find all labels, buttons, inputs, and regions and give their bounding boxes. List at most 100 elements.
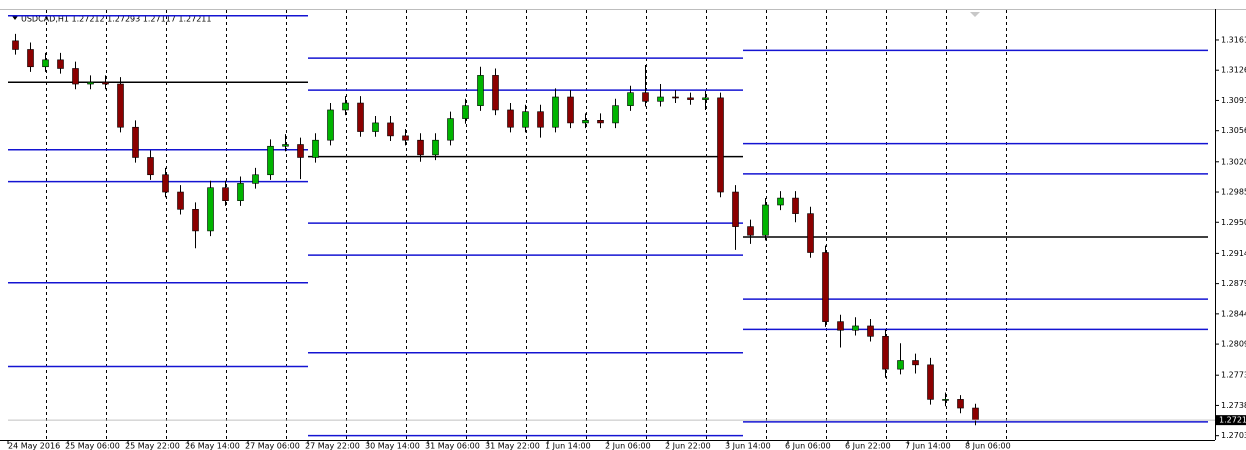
candle-body (822, 252, 829, 322)
y-tick-label: 1.2809 (1221, 340, 1246, 349)
candle-body (87, 82, 94, 85)
y-tick-label: 1.3020 (1221, 157, 1246, 166)
candle-body (447, 118, 454, 141)
x-tick-label: 2 Jun 22:00 (665, 442, 711, 450)
candle-body (852, 325, 859, 331)
x-tick-label: 2 Jun 06:00 (605, 442, 651, 450)
x-tick-label: 30 May 14:00 (365, 442, 420, 450)
candle-body (807, 213, 814, 253)
candle-body (237, 183, 244, 201)
y-tick-label: 1.3056 (1221, 126, 1246, 135)
candle-body (627, 92, 634, 106)
candle-body (432, 139, 439, 156)
x-tick-label: 27 May 22:00 (305, 442, 360, 450)
candle-body (192, 209, 199, 232)
x-tick-label: 25 May 22:00 (125, 442, 180, 450)
candle-body (882, 336, 889, 370)
candle-body (357, 102, 364, 132)
chart-title: USDCAD,H1 1.27212 1.27293 1.27117 1.2721… (21, 15, 211, 24)
candle-body (657, 96, 664, 102)
candle-body (72, 68, 79, 85)
candle-body (12, 40, 19, 50)
y-tick-label: 1.2879 (1221, 279, 1246, 288)
shift-marker (970, 12, 980, 17)
y-tick-label: 1.2914 (1221, 249, 1246, 258)
x-tick-label: 25 May 06:00 (65, 442, 120, 450)
candle-body (567, 96, 574, 124)
candle-body (747, 226, 754, 236)
candle-body (372, 122, 379, 132)
candle-body (42, 59, 49, 68)
y-tick-label: 1.2950 (1221, 218, 1246, 227)
candle-body (732, 191, 739, 227)
candle-body (702, 97, 709, 100)
candle-body (507, 109, 514, 128)
x-tick-label: 6 Jun 22:00 (845, 442, 891, 450)
candle-body (102, 82, 109, 85)
x-tick-label: 8 Jun 06:00 (965, 442, 1011, 450)
candle-body (492, 75, 499, 111)
candle-body (867, 325, 874, 337)
candle-body (942, 399, 949, 401)
candle-body (387, 122, 394, 137)
candle-body (282, 144, 289, 147)
candle-body (717, 97, 724, 193)
candle-body (837, 321, 844, 331)
candle-body (582, 120, 589, 124)
candle-body (792, 197, 799, 214)
candle-body (132, 126, 139, 158)
x-tick-label: 6 Jun 06:00 (785, 442, 831, 450)
candle-body (312, 139, 319, 158)
candle-body (687, 97, 694, 100)
x-tick-label: 3 Jun 14:00 (725, 442, 771, 450)
candle-body (642, 92, 649, 102)
candle-body (912, 360, 919, 366)
candle-body (927, 364, 934, 400)
candle-body (222, 187, 229, 201)
candle-body (597, 120, 604, 124)
candle-body (252, 174, 259, 184)
candle-body (777, 197, 784, 206)
x-tick-label: 24 May 2016 (8, 442, 60, 450)
candle-body (207, 187, 214, 232)
candle-body (612, 105, 619, 124)
candle-body (522, 111, 529, 128)
x-tick-label: 1 Jun 14:00 (545, 442, 591, 450)
candle-body (972, 407, 979, 421)
candle-body (672, 96, 679, 99)
candle-body (462, 105, 469, 119)
candle-body (402, 135, 409, 141)
candle-body (897, 360, 904, 370)
x-tick-label: 27 May 06:00 (245, 442, 300, 450)
y-tick-label: 1.2738 (1221, 401, 1246, 410)
y-tick-label: 1.2844 (1221, 309, 1246, 318)
x-tick-label: 31 May 22:00 (485, 442, 540, 450)
candle-body (297, 144, 304, 158)
current-price-label: 1.2721 (1219, 416, 1246, 425)
menu-triangle (12, 16, 18, 20)
candle-body (267, 145, 274, 176)
x-tick-label: 26 May 14:00 (185, 442, 240, 450)
x-tick-label: 31 May 06:00 (425, 442, 480, 450)
candle-body (27, 49, 34, 68)
current-price-box (1216, 415, 1246, 426)
candle-body (552, 96, 559, 128)
y-tick-label: 1.2703 (1221, 431, 1246, 440)
y-tick-label: 1.3126 (1221, 66, 1246, 75)
candle-body (342, 102, 349, 111)
candle-body (147, 157, 154, 176)
candle-body (537, 111, 544, 128)
candle-body (417, 139, 424, 156)
candle-body (177, 191, 184, 210)
candle-body (57, 59, 64, 69)
candle-body (327, 109, 334, 141)
y-tick-label: 1.2985 (1221, 188, 1246, 197)
candle-body (477, 75, 484, 106)
candle-body (117, 83, 124, 128)
candle-body (957, 399, 964, 409)
x-tick-label: 7 Jun 14:00 (905, 442, 951, 450)
